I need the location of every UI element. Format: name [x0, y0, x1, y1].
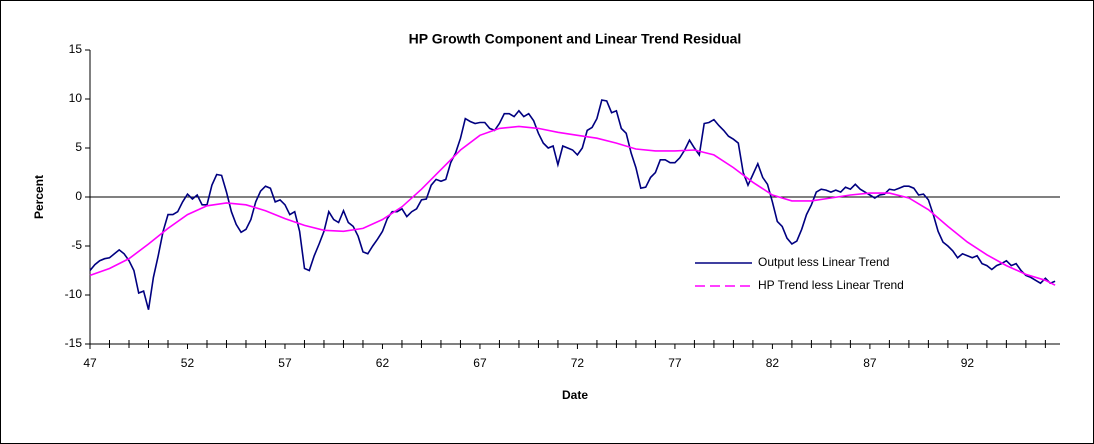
- y-tick-label: -15: [65, 336, 83, 350]
- chart-title: HP Growth Component and Linear Trend Res…: [409, 31, 742, 47]
- y-tick-label: 5: [75, 140, 82, 154]
- y-axis-label: Percent: [32, 175, 46, 219]
- x-tick-label: 82: [766, 356, 780, 370]
- y-tick-label: 15: [69, 42, 83, 56]
- series-line: [89, 99, 1056, 310]
- x-axis-label: Date: [562, 388, 588, 402]
- y-tick-label: 0: [75, 189, 82, 203]
- x-tick-label: 67: [473, 356, 487, 370]
- x-tick-label: 47: [83, 356, 97, 370]
- x-tick-label: 92: [961, 356, 975, 370]
- x-tick-label: 77: [668, 356, 682, 370]
- series-line: [89, 125, 1056, 286]
- y-tick-label: 10: [69, 91, 83, 105]
- legend-label: HP Trend less Linear Trend: [758, 278, 904, 292]
- x-tick-label: 72: [571, 356, 585, 370]
- x-tick-label: 62: [376, 356, 390, 370]
- x-tick-label: 52: [181, 356, 195, 370]
- x-tick-label: 57: [278, 356, 292, 370]
- legend-label: Output less Linear Trend: [758, 255, 889, 269]
- x-tick-label: 87: [863, 356, 877, 370]
- y-tick-label: -10: [65, 287, 83, 301]
- y-tick-label: -5: [71, 238, 82, 252]
